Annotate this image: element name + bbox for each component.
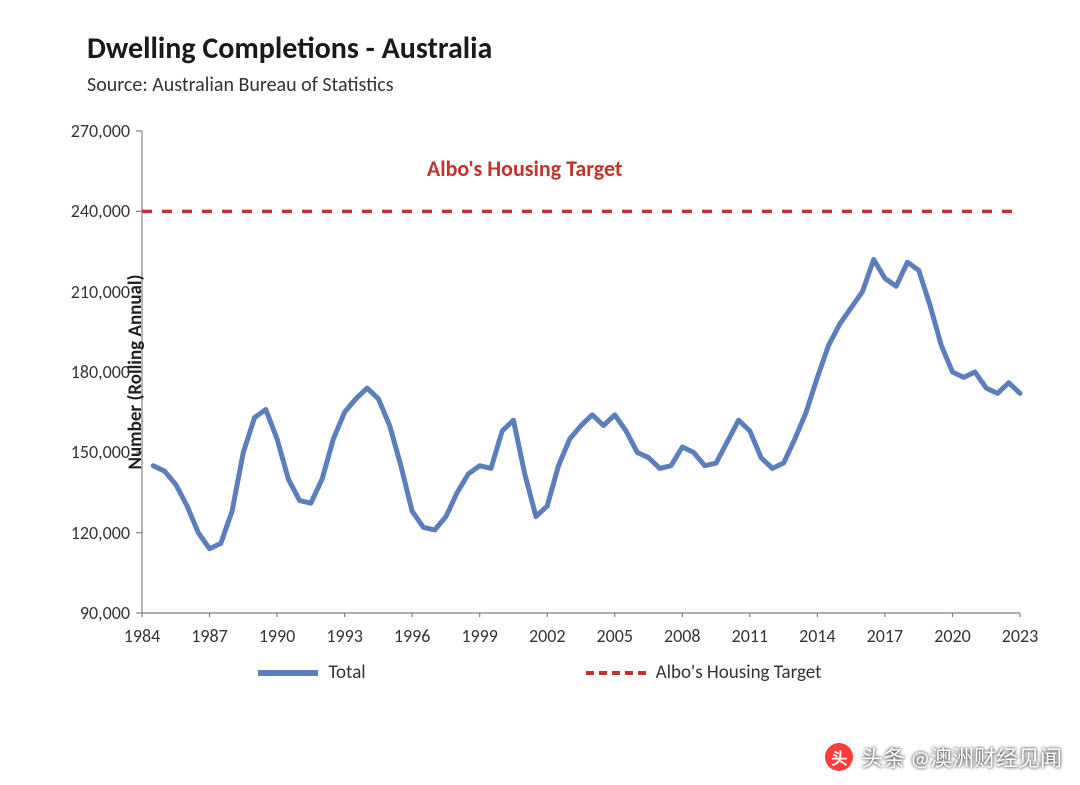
legend-swatch-icon xyxy=(258,670,318,676)
legend-label: Total xyxy=(328,661,365,684)
chart-svg xyxy=(70,127,1030,617)
x-tick-label: 1999 xyxy=(461,619,498,647)
series-total-line xyxy=(153,260,1020,549)
watermark-text: 头条 @澳洲财经见闻 xyxy=(861,741,1062,773)
x-tick-label: 2008 xyxy=(664,619,701,647)
target-annotation: Albo's Housing Target xyxy=(427,155,623,182)
watermark: 头 头条 @澳洲财经见闻 xyxy=(825,741,1062,773)
x-tick-label: 2011 xyxy=(732,619,769,647)
x-tick-label: 2023 xyxy=(1002,619,1039,647)
chart-source: Source: Australian Bureau of Statistics xyxy=(87,73,1065,97)
chart-title: Dwelling Completions - Australia xyxy=(87,30,1065,67)
y-tick-label: 240,000 xyxy=(71,200,136,222)
watermark-badge-icon: 头 xyxy=(825,743,853,771)
x-tick-label: 1990 xyxy=(259,619,296,647)
x-tick-label: 2017 xyxy=(867,619,904,647)
legend-item: Total xyxy=(258,661,365,684)
legend-label: Albo's Housing Target xyxy=(656,661,822,684)
x-tick-label: 2014 xyxy=(799,619,836,647)
chart-legend: Total Albo's Housing Target xyxy=(15,661,1065,684)
x-tick-label: 1993 xyxy=(326,619,363,647)
y-tick-label: 180,000 xyxy=(71,361,136,383)
y-tick-label: 120,000 xyxy=(71,522,136,544)
x-tick-label: 2020 xyxy=(934,619,971,647)
legend-item: Albo's Housing Target xyxy=(586,661,822,684)
legend-swatch-icon xyxy=(586,671,646,675)
y-tick-label: 270,000 xyxy=(71,120,136,142)
x-tick-label: 1996 xyxy=(394,619,431,647)
x-tick-label: 2002 xyxy=(529,619,566,647)
y-tick-label: 150,000 xyxy=(71,441,136,463)
x-tick-label: 2005 xyxy=(597,619,634,647)
x-tick-label: 1987 xyxy=(191,619,228,647)
x-tick-label: 1984 xyxy=(124,619,161,647)
chart-area: Number (Rolling Annual) 90,000120,000150… xyxy=(70,127,1030,617)
y-tick-label: 210,000 xyxy=(71,281,136,303)
